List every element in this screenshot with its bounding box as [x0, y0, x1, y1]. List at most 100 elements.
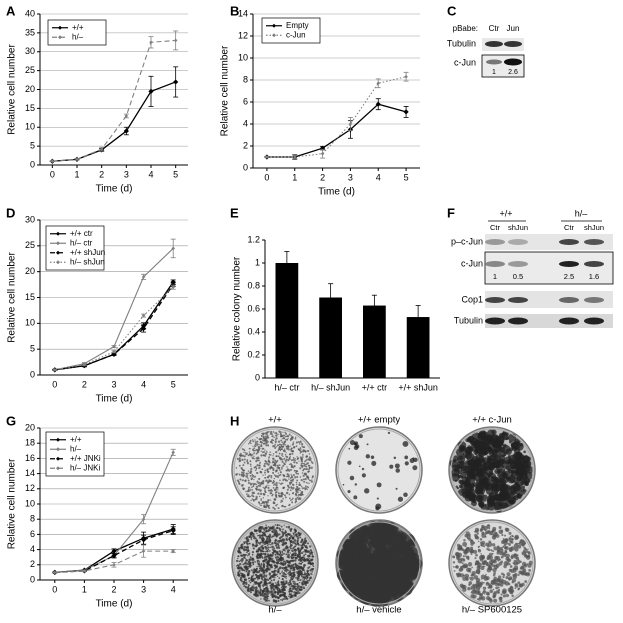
colony [280, 561, 283, 565]
colony [264, 540, 268, 544]
colony [485, 573, 487, 576]
marker [149, 40, 153, 45]
colony [291, 479, 294, 482]
colony [300, 485, 303, 488]
colony [243, 542, 246, 545]
y-tick-label: 5 [30, 344, 35, 354]
colony [311, 573, 313, 576]
colony [284, 496, 287, 499]
colony [487, 586, 490, 589]
blot-band [559, 261, 579, 267]
colony [464, 489, 469, 493]
y-tick-label: 2 [30, 559, 35, 569]
colony [274, 443, 276, 446]
colony [291, 569, 294, 572]
colony [269, 527, 271, 529]
colony [264, 489, 266, 492]
colony [485, 582, 490, 586]
colony [263, 462, 266, 465]
colony [304, 571, 306, 573]
colony [476, 569, 481, 574]
colony [289, 489, 292, 492]
y-axis-label: Relative cell number [7, 458, 18, 549]
colony [286, 484, 290, 487]
colony [513, 553, 517, 557]
colony [247, 553, 251, 556]
colony [309, 549, 313, 552]
colony [286, 475, 288, 478]
colony [268, 563, 271, 567]
colony [268, 543, 270, 546]
colony [299, 467, 302, 470]
colony [517, 573, 520, 577]
colony [265, 550, 267, 553]
colony [482, 586, 487, 591]
colony [289, 468, 293, 472]
colony [274, 446, 277, 449]
colony [288, 481, 291, 484]
colony [270, 590, 272, 592]
colony [480, 555, 485, 560]
colony [354, 483, 358, 486]
colony [298, 588, 301, 592]
colony [260, 498, 262, 500]
colony [460, 460, 465, 466]
colony [252, 484, 255, 486]
colony [361, 467, 365, 471]
colony [247, 565, 250, 568]
colony [254, 545, 256, 547]
colony [273, 596, 276, 598]
colony [306, 462, 309, 465]
colony [292, 583, 295, 585]
colony [263, 501, 266, 505]
marker [141, 325, 147, 332]
colony [288, 497, 291, 500]
colony [301, 579, 303, 581]
colony [514, 583, 519, 588]
colony [261, 540, 264, 543]
colony [273, 477, 276, 480]
colony [246, 588, 250, 591]
colony [385, 560, 394, 569]
colony [358, 465, 361, 468]
colony [282, 541, 285, 544]
colony [280, 499, 283, 502]
colony [266, 451, 268, 454]
colony [260, 598, 262, 600]
colony [291, 549, 294, 553]
colony [475, 453, 484, 463]
colony [486, 562, 489, 565]
colony [524, 564, 527, 567]
colony [464, 573, 470, 579]
colony [279, 456, 281, 458]
colony [492, 595, 496, 599]
colony [485, 591, 490, 596]
colony [513, 483, 522, 492]
colony [289, 583, 291, 586]
colony [488, 552, 493, 557]
colony [509, 491, 515, 497]
colony [295, 494, 298, 497]
colony [293, 446, 296, 449]
colony [365, 454, 371, 459]
colony [293, 469, 296, 472]
colony [257, 449, 260, 451]
colony [253, 458, 255, 460]
row-label: c-Jun [454, 57, 476, 67]
colony [244, 585, 248, 589]
colony [499, 551, 504, 556]
colony [261, 584, 264, 586]
colony [479, 484, 485, 490]
marker [141, 549, 146, 553]
colony [307, 486, 309, 489]
colony [476, 482, 480, 486]
colony [308, 459, 311, 462]
colony [268, 431, 270, 433]
colony [259, 565, 262, 569]
colony [290, 499, 292, 501]
colony [265, 444, 268, 447]
colony [272, 453, 275, 455]
colony [285, 571, 288, 573]
colony [476, 495, 483, 503]
colony [469, 546, 474, 550]
